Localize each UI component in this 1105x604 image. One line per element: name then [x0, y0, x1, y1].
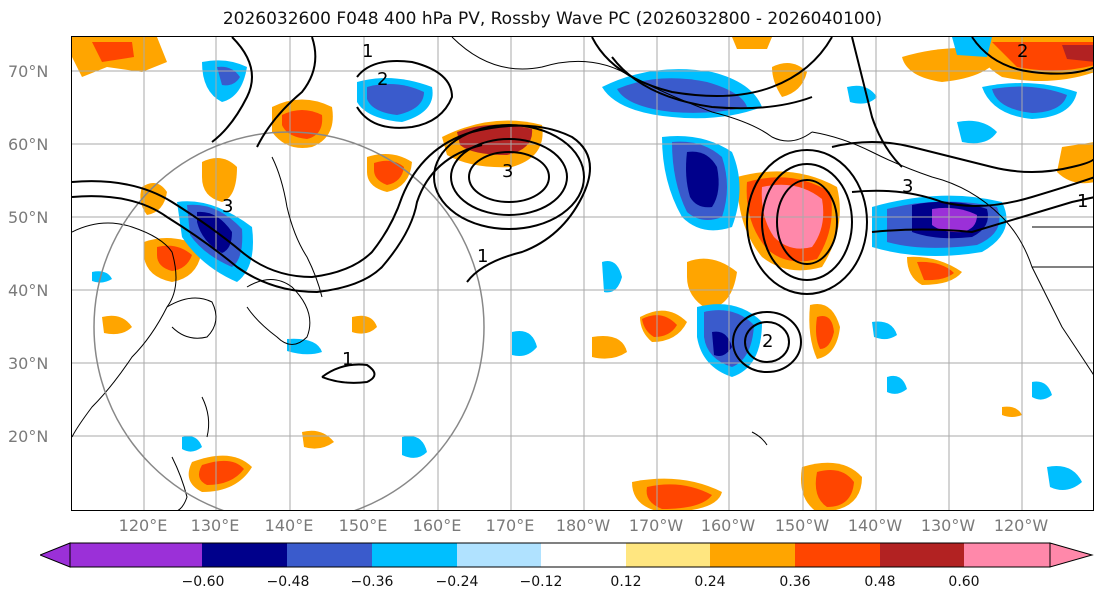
coastlines	[72, 37, 1093, 510]
lon-label-160e: 160°E	[412, 516, 462, 535]
contour-label-1b: 1	[477, 246, 488, 267]
cbar-tick-7: 0.36	[779, 574, 811, 590]
colorbar-seg-10	[964, 543, 1050, 567]
lon-label-120e: 120°E	[118, 516, 168, 535]
colorbar-seg-7	[710, 543, 795, 567]
lat-label-60: 60°N	[8, 135, 49, 154]
map-panel: 1 2 3 3 1 1 3 1 2 2	[71, 36, 1094, 511]
colorbar-min-arrow	[38, 542, 71, 568]
colorbar-seg-5	[541, 543, 626, 567]
cbar-tick-3: −0.24	[435, 574, 479, 590]
contour-label-2c: 2	[762, 331, 773, 352]
cbar-tick-0: −0.60	[181, 574, 225, 590]
lon-label-180w: 180°W	[555, 516, 611, 535]
map-canvas: 1 2 3 3 1 1 3 1 2 2	[72, 37, 1093, 510]
colorbar-seg-4	[457, 543, 541, 567]
cbar-tick-6: 0.24	[694, 574, 726, 590]
colorbar-seg-8	[795, 543, 880, 567]
colorbar-seg-0	[70, 543, 202, 567]
lat-label-20: 20°N	[8, 427, 49, 446]
lon-label-150w: 150°W	[774, 516, 830, 535]
contour-label-1c: 1	[342, 349, 353, 370]
contour-label-2: 2	[377, 69, 388, 90]
lon-label-120w: 120°W	[993, 516, 1049, 535]
lon-label-140w: 140°W	[847, 516, 903, 535]
colorbar-seg-6	[626, 543, 710, 567]
lon-label-130e: 130°E	[190, 516, 240, 535]
cbar-tick-1: −0.48	[266, 574, 310, 590]
lon-label-130w: 130°W	[920, 516, 976, 535]
colorbar-seg-2	[287, 543, 372, 567]
cbar-tick-8: 0.48	[864, 574, 896, 590]
colorbar-svg	[38, 542, 1094, 568]
contour-label-2b: 2	[1017, 41, 1028, 62]
lon-label-160w: 160°W	[700, 516, 756, 535]
cbar-tick-4: −0.12	[519, 574, 563, 590]
cbar-tick-9: 0.60	[948, 574, 980, 590]
contour-label-3: 3	[502, 161, 513, 182]
cbar-tick-5: 0.12	[610, 574, 642, 590]
colorbar-seg-1	[202, 543, 287, 567]
lat-label-70: 70°N	[8, 62, 49, 81]
colorbar-seg-3	[372, 543, 457, 567]
lat-lon-grid	[72, 37, 1093, 510]
lat-label-30: 30°N	[8, 354, 49, 373]
lat-label-50: 50°N	[8, 208, 49, 227]
contour-label-1: 1	[362, 41, 373, 62]
lon-label-170w: 170°W	[628, 516, 684, 535]
lon-label-140e: 140°E	[264, 516, 314, 535]
contour-label-3c: 3	[222, 196, 233, 217]
pv-contours	[72, 37, 1093, 384]
lon-label-150e: 150°E	[338, 516, 388, 535]
lon-label-170e: 170°E	[485, 516, 535, 535]
contour-label-3b: 3	[902, 176, 913, 197]
colorbar-max-arrow	[1049, 542, 1094, 568]
lat-label-40: 40°N	[8, 281, 49, 300]
colorbar-seg-9	[880, 543, 964, 567]
colorbar	[38, 540, 1100, 600]
gray-region-circle	[93, 131, 485, 510]
contour-label-1d: 1	[1077, 191, 1088, 212]
cbar-tick-2: −0.36	[350, 574, 394, 590]
plot-title: 2026032600 F048 400 hPa PV, Rossby Wave …	[222, 9, 883, 29]
